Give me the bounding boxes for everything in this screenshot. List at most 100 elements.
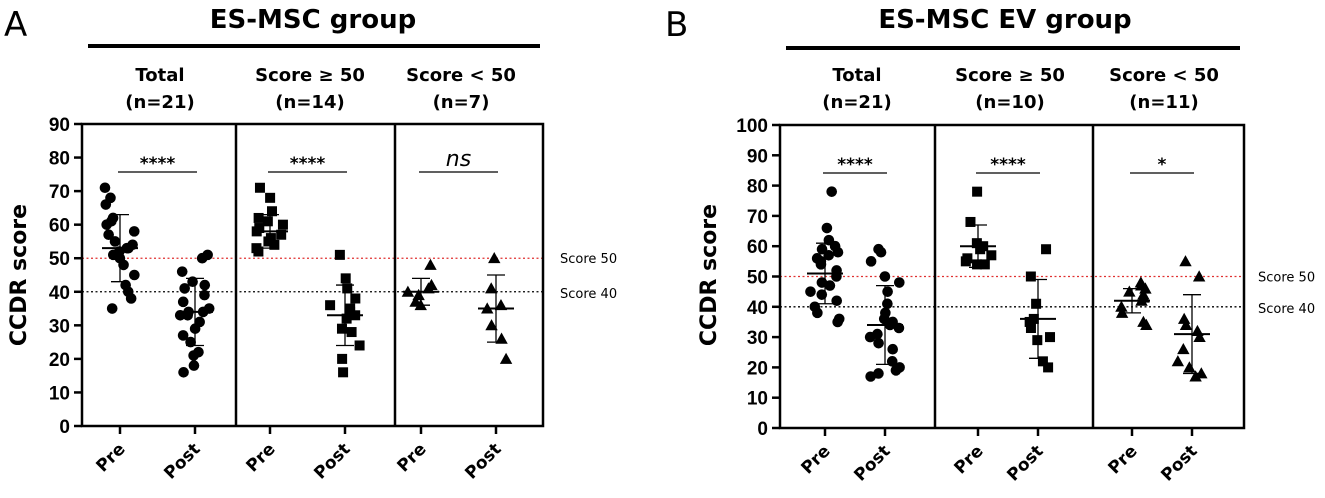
data-point bbox=[334, 249, 345, 260]
data-point bbox=[805, 286, 816, 297]
x-tick-label: Post bbox=[461, 439, 505, 483]
data-point bbox=[894, 277, 905, 288]
data-point bbox=[263, 236, 274, 247]
subgroup-1: Score ≥ 50 (n=14) **** Pre Post bbox=[243, 65, 365, 484]
data-point bbox=[831, 295, 843, 307]
data-point bbox=[1045, 332, 1056, 343]
y-tick-label: 20 bbox=[747, 358, 768, 379]
significance-label: **** bbox=[837, 155, 873, 175]
data-point bbox=[337, 353, 348, 364]
y-tick-label: 20 bbox=[49, 350, 70, 371]
data-point bbox=[1041, 244, 1052, 255]
data-point bbox=[1037, 356, 1048, 367]
data-point bbox=[1123, 285, 1136, 297]
data-point bbox=[1140, 318, 1153, 330]
data-point bbox=[1171, 355, 1185, 367]
data-point bbox=[325, 300, 336, 311]
reference-label: Score 50 bbox=[560, 252, 617, 267]
subgroup-n: (n=14) bbox=[275, 92, 344, 113]
y-tick-label: 60 bbox=[49, 216, 70, 237]
subgroup-n: (n=7) bbox=[433, 92, 490, 113]
data-point bbox=[1115, 300, 1128, 312]
y-tick-label: 90 bbox=[747, 146, 768, 167]
y-tick-label: 0 bbox=[59, 417, 70, 438]
data-point bbox=[188, 360, 200, 371]
data-point bbox=[1115, 306, 1129, 318]
data-point bbox=[106, 303, 118, 314]
subgroup-2: Score < 50 (n=7) ns Pre Post bbox=[394, 65, 516, 484]
y-tick-label: 70 bbox=[747, 207, 768, 228]
y-tick-label: 10 bbox=[49, 383, 70, 404]
data-point bbox=[495, 332, 508, 344]
x-tick-label: Post bbox=[1003, 441, 1047, 485]
data-point bbox=[864, 331, 876, 343]
data-point bbox=[865, 256, 877, 267]
data-point bbox=[832, 316, 843, 328]
data-point bbox=[342, 283, 353, 294]
data-point bbox=[882, 286, 893, 297]
subgroup-n: (n=11) bbox=[1129, 92, 1198, 113]
x-tick-label: Post bbox=[1157, 441, 1201, 485]
y-tick-label: 50 bbox=[747, 268, 768, 289]
data-point bbox=[815, 259, 827, 270]
data-point bbox=[485, 319, 498, 331]
data-point bbox=[276, 229, 287, 240]
data-point bbox=[972, 259, 983, 270]
data-point bbox=[179, 283, 190, 294]
data-point bbox=[199, 289, 210, 301]
data-point bbox=[103, 229, 114, 241]
subgroup-n: (n=21) bbox=[822, 92, 891, 113]
data-point bbox=[890, 365, 902, 376]
data-point bbox=[875, 246, 887, 258]
data-point bbox=[350, 293, 361, 304]
x-tick-label: Pre bbox=[1105, 441, 1142, 478]
y-tick-label: 10 bbox=[747, 389, 768, 410]
subgroup-title: Score ≥ 50 bbox=[955, 65, 1065, 86]
data-point bbox=[821, 222, 833, 234]
y-axis-label: CCDR score bbox=[697, 204, 722, 346]
plot-frame bbox=[80, 122, 545, 428]
data-point bbox=[177, 330, 189, 341]
reference-label: Score 50 bbox=[1258, 271, 1315, 286]
y-tick-label: 90 bbox=[49, 115, 70, 136]
data-point bbox=[100, 199, 112, 210]
data-point bbox=[1024, 316, 1035, 327]
y-tick-label: 50 bbox=[49, 249, 70, 270]
y-axis-label: CCDR score bbox=[7, 204, 32, 346]
data-point bbox=[176, 266, 188, 277]
x-tick-label: Pre bbox=[951, 441, 988, 478]
data-point bbox=[346, 327, 357, 338]
x-tick-label: Pre bbox=[394, 439, 431, 476]
data-point bbox=[1179, 255, 1192, 267]
data-point bbox=[832, 246, 844, 258]
y-tick-label: 30 bbox=[747, 328, 768, 349]
x-tick-label: Pre bbox=[798, 441, 835, 478]
subgroup-title: Total bbox=[135, 65, 184, 86]
data-point bbox=[485, 282, 498, 294]
data-point bbox=[262, 216, 273, 227]
data-point bbox=[971, 238, 982, 249]
data-point bbox=[1192, 270, 1206, 282]
significance-label: **** bbox=[990, 155, 1026, 175]
significance-label: ns bbox=[446, 147, 471, 172]
data-point bbox=[341, 313, 352, 324]
data-point bbox=[253, 212, 264, 223]
panel-B: B ES-MSC EV group Score 50 Score 40 0 10 20 30 4… bbox=[665, 5, 1315, 486]
data-point bbox=[269, 239, 280, 250]
subgroup-2: Score < 50 (n=11) * Pre Post bbox=[1105, 65, 1219, 486]
data-point bbox=[882, 298, 893, 310]
y-tick-label: 100 bbox=[736, 116, 768, 137]
data-point bbox=[824, 280, 836, 291]
y-tick-label: 40 bbox=[49, 283, 70, 304]
data-point bbox=[965, 216, 976, 227]
significance-label: **** bbox=[290, 154, 326, 174]
data-point bbox=[185, 336, 196, 348]
subgroup-n: (n=21) bbox=[125, 92, 194, 113]
data-point bbox=[266, 206, 277, 217]
data-point bbox=[178, 367, 189, 378]
subgroup-title: Score < 50 bbox=[406, 65, 516, 86]
data-point bbox=[277, 219, 288, 230]
data-point bbox=[101, 219, 112, 230]
data-point bbox=[422, 282, 435, 294]
